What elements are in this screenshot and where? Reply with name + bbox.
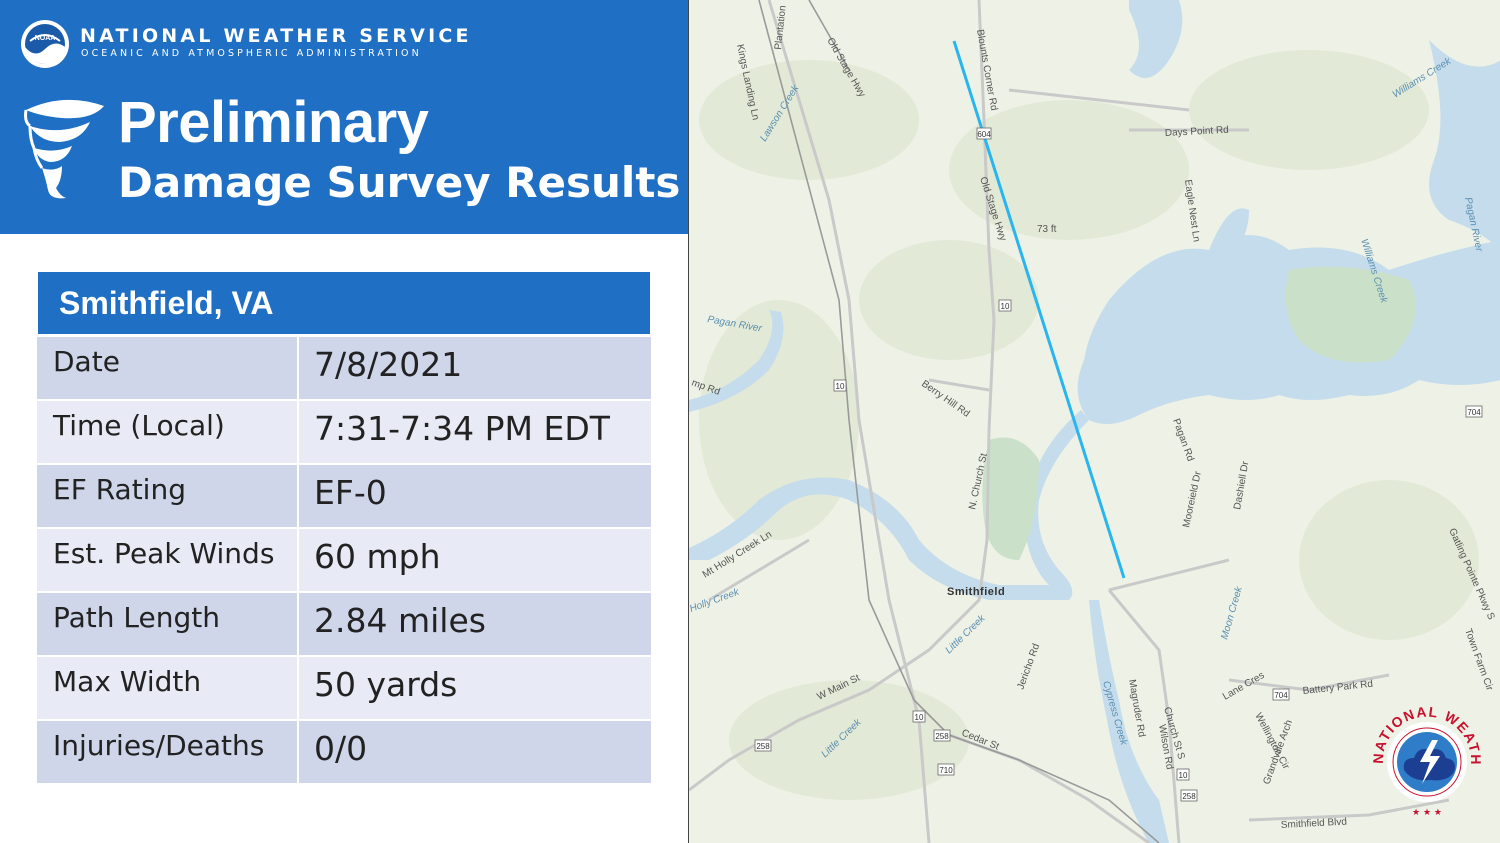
road-label: Blounts Corner Rd — [974, 29, 999, 112]
nws-logo: NATIONAL WEATHER SERVICE ★ ★ ★ — [1368, 700, 1483, 818]
damage-track-map: Old Stage Hwy Blounts Corner Rd Kings La… — [688, 0, 1500, 843]
svg-text:10: 10 — [1179, 771, 1188, 780]
row-label: Injuries/Deaths — [37, 721, 299, 783]
town-label-smithfield: Smithfield — [947, 586, 1005, 598]
road-label: Pagan Rd — [1170, 417, 1196, 463]
svg-text:704: 704 — [1467, 408, 1481, 417]
road-label: Dashiell Dr — [1232, 460, 1251, 511]
roads-primary — [758, 0, 1160, 843]
row-label: Est. Peak Winds — [37, 529, 299, 591]
row-value: EF-0 — [299, 465, 651, 527]
route-shield: 710 — [937, 763, 955, 776]
header-banner: NOAA NATIONAL WEATHER SERVICE OCEANIC AN… — [0, 0, 688, 234]
table-row-date: Date 7/8/2021 — [37, 335, 651, 399]
road-label: Jericho Rd — [1015, 642, 1042, 691]
row-value: 7/8/2021 — [299, 337, 651, 399]
route-shield: 10 — [833, 379, 847, 392]
row-value: 2.84 miles — [299, 593, 651, 655]
table-location-heading: Smithfield, VA — [37, 271, 651, 335]
svg-text:710: 710 — [939, 766, 953, 775]
road-label: Mooreield Dr — [1181, 470, 1204, 529]
road-label: Lane Cres — [1221, 670, 1266, 703]
marsh-areas — [982, 266, 1416, 560]
road-label: Magruder Rd — [1126, 679, 1147, 738]
water-label: Holly Creek — [689, 586, 742, 614]
terrain-shading — [699, 50, 1479, 800]
agency-name: NATIONAL WEATHER SERVICE — [80, 25, 472, 47]
survey-table: Smithfield, VA Date 7/8/2021 Time (Local… — [37, 271, 651, 783]
road-label: Town Farm Cir — [1462, 627, 1495, 692]
row-value: 60 mph — [299, 529, 651, 591]
route-shield: 258 — [1180, 789, 1198, 802]
table-body: Date 7/8/2021 Time (Local) 7:31-7:34 PM … — [37, 335, 651, 783]
table-row-ef-rating: EF Rating EF-0 — [37, 463, 651, 527]
row-label: Date — [37, 337, 299, 399]
row-label: EF Rating — [37, 465, 299, 527]
svg-text:10: 10 — [836, 382, 845, 391]
map-canvas: Old Stage Hwy Blounts Corner Rd Kings La… — [689, 0, 1500, 843]
svg-text:10: 10 — [915, 713, 924, 722]
route-shields: 604 10 10 704 258 10 258 710 704 10 258 — [754, 127, 1483, 802]
row-label: Time (Local) — [37, 401, 299, 463]
title-preliminary: Preliminary — [118, 90, 429, 155]
road-label: Smithfield Blvd — [1281, 817, 1348, 831]
row-value: 7:31-7:34 PM EDT — [299, 401, 651, 463]
water-label: Little Creek — [943, 612, 988, 656]
route-shield: 258 — [933, 729, 951, 742]
table-row-time: Time (Local) 7:31-7:34 PM EDT — [37, 399, 651, 463]
elevation-label: 73 ft — [1037, 224, 1057, 235]
svg-text:258: 258 — [1182, 792, 1196, 801]
row-value: 0/0 — [299, 721, 651, 783]
svg-text:10: 10 — [1001, 302, 1010, 311]
road-label: Days Point Rd — [1165, 125, 1229, 139]
table-row-max-width: Max Width 50 yards — [37, 655, 651, 719]
agency-subtitle: OCEANIC AND ATMOSPHERIC ADMINISTRATION — [81, 48, 422, 59]
road-label: Plantation — [773, 5, 789, 50]
svg-text:258: 258 — [756, 742, 770, 751]
route-shield: 704 — [1465, 405, 1483, 418]
table-row-injuries: Injuries/Deaths 0/0 — [37, 719, 651, 783]
route-shield: 10 — [912, 710, 926, 723]
noaa-logo: NOAA — [21, 20, 69, 68]
water-label: Moon Creek — [1219, 584, 1245, 640]
table-row-peak-winds: Est. Peak Winds 60 mph — [37, 527, 651, 591]
nws-logo-stars: ★ ★ ★ — [1412, 808, 1442, 818]
svg-text:258: 258 — [935, 732, 949, 741]
route-shield: 10 — [998, 299, 1012, 312]
route-shield: 604 — [976, 127, 992, 140]
row-label: Max Width — [37, 657, 299, 719]
row-label: Path Length — [37, 593, 299, 655]
svg-text:604: 604 — [977, 130, 991, 139]
route-shield: 10 — [1176, 768, 1190, 781]
svg-text:704: 704 — [1274, 691, 1288, 700]
noaa-logo-text: NOAA — [35, 35, 56, 42]
row-value: 50 yards — [299, 657, 651, 719]
route-shield: 704 — [1272, 688, 1290, 701]
road-label: Battery Park Rd — [1302, 679, 1373, 697]
table-row-path-length: Path Length 2.84 miles — [37, 591, 651, 655]
title-damage-survey: Damage Survey Results — [118, 158, 681, 207]
road-label: Eagle Nest Ln — [1182, 179, 1202, 243]
route-shield: 258 — [754, 739, 772, 752]
tornado-icon — [24, 99, 104, 199]
